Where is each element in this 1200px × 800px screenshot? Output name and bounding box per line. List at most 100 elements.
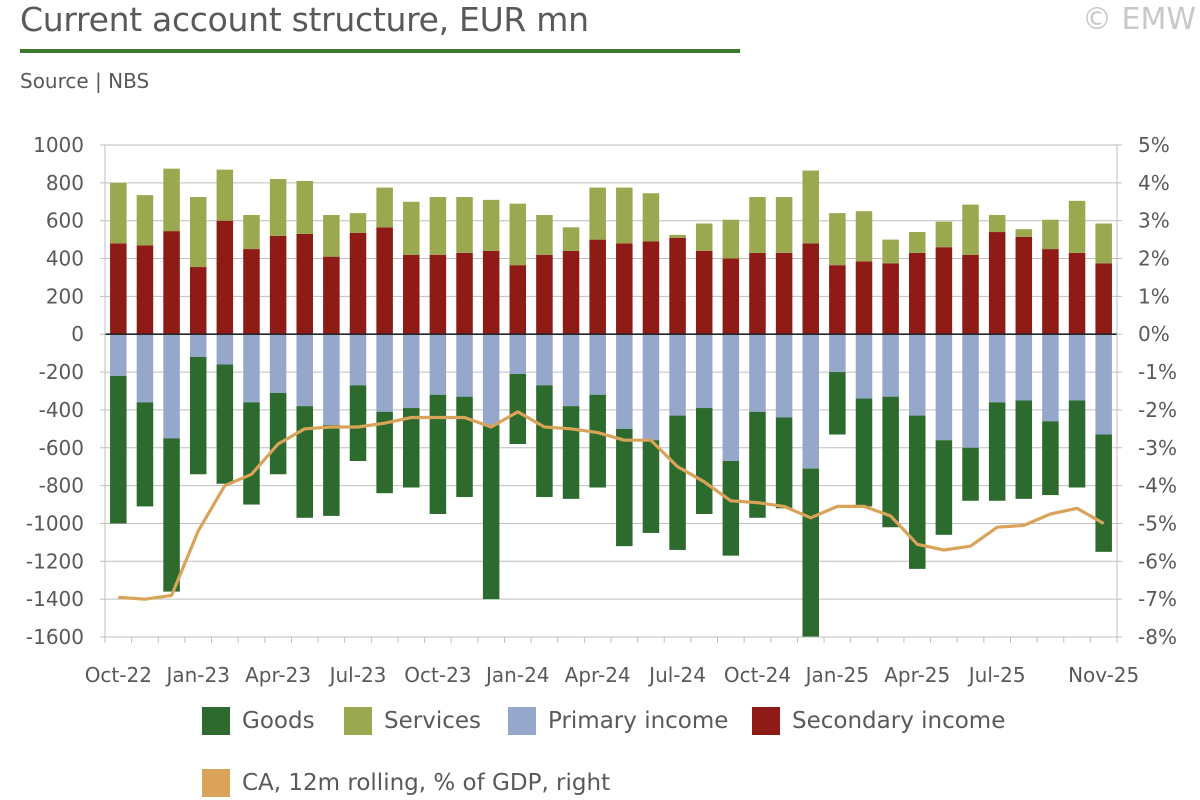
bar-primary-income [802, 334, 819, 469]
y2-tick-label: -4% [1138, 474, 1177, 498]
bar-primary-income [216, 334, 234, 365]
bar-services [163, 168, 180, 232]
bar-services [323, 215, 340, 257]
bar-primary-income [243, 334, 260, 403]
bar-services [376, 187, 393, 228]
axes [100, 144, 1122, 643]
bar-primary-income [616, 334, 633, 429]
x-tick-label: Nov-25 [1068, 663, 1139, 687]
bar-secondary-income [509, 265, 527, 335]
bar-services [1015, 229, 1033, 237]
x-tick-label: Jan-23 [164, 663, 230, 687]
bar-primary-income [962, 334, 979, 448]
bar-secondary-income [296, 233, 313, 335]
bar-primary-income [695, 334, 713, 409]
bar-secondary-income [695, 250, 713, 335]
bar-goods [349, 385, 367, 462]
bar-services [110, 182, 127, 244]
bar-services [456, 197, 473, 253]
y2-tick-label: -5% [1138, 511, 1177, 535]
y-tick-label: 400 [46, 247, 84, 271]
bar-services [536, 215, 553, 255]
bar-goods [189, 356, 207, 475]
y2-tick-label: 1% [1138, 284, 1170, 308]
y2-tick-label: 4% [1138, 171, 1170, 195]
bar-secondary-income [456, 252, 473, 335]
bar-services [216, 169, 234, 221]
y2-tick-label: 5% [1138, 133, 1170, 157]
bar-secondary-income [1042, 249, 1059, 335]
bar-goods [323, 425, 340, 516]
bar-primary-income [349, 334, 367, 386]
bar-services [269, 179, 287, 236]
y2-tick-label: -8% [1138, 625, 1177, 649]
bar-secondary-income [909, 252, 926, 335]
bar-goods [909, 415, 926, 569]
bar-primary-income [909, 334, 926, 416]
bar-series [110, 168, 1112, 637]
ca-line [118, 410, 1105, 601]
bar-goods [616, 428, 633, 547]
ca-line-series [118, 410, 1105, 601]
bar-primary-income [1042, 334, 1059, 422]
x-tick-label: Jan-25 [804, 663, 870, 687]
bar-goods [802, 468, 819, 637]
bar-secondary-income [855, 261, 873, 335]
bar-primary-income [403, 334, 420, 409]
bar-primary-income [1015, 334, 1033, 401]
bar-services [695, 223, 713, 251]
bar-secondary-income [482, 250, 500, 335]
bar-primary-income [1068, 334, 1086, 401]
bar-primary-income [1095, 334, 1112, 435]
bar-goods [855, 398, 873, 507]
bar-goods [882, 396, 899, 528]
bar-goods [935, 440, 953, 535]
bar-goods [988, 402, 1006, 501]
bar-services [962, 204, 979, 255]
bar-secondary-income [269, 235, 287, 335]
bar-goods [642, 440, 660, 533]
bar-secondary-income [642, 241, 660, 335]
bar-secondary-income [1068, 252, 1086, 335]
bar-services [429, 197, 447, 255]
y-tick-label: -800 [39, 474, 84, 498]
bar-secondary-income [536, 254, 553, 335]
y-tick-label: 0 [71, 322, 84, 346]
bar-primary-income [935, 334, 953, 441]
bar-primary-income [829, 334, 846, 373]
bar-goods [829, 372, 846, 435]
bar-goods [589, 394, 606, 488]
y2-tick-label: -1% [1138, 360, 1177, 384]
bar-services [482, 199, 500, 251]
bar-secondary-income [562, 250, 580, 335]
bar-services [243, 215, 260, 250]
bar-primary-income [509, 334, 527, 374]
y2-tick-label: 2% [1138, 247, 1170, 271]
y-tick-label: -1400 [26, 587, 84, 611]
bar-goods [429, 394, 447, 514]
bar-services [855, 211, 873, 262]
bar-services [642, 193, 660, 242]
bar-services [589, 187, 606, 240]
bar-goods [163, 438, 180, 592]
bar-primary-income [296, 334, 313, 407]
y2-tick-label: -6% [1138, 549, 1177, 573]
bar-secondary-income [616, 243, 633, 335]
bar-primary-income [749, 334, 766, 412]
bar-services [1095, 223, 1112, 264]
bar-secondary-income [403, 254, 420, 335]
bar-primary-income [163, 334, 180, 439]
x-tick-label: Apr-23 [245, 663, 311, 687]
bar-primary-income [562, 334, 580, 407]
y-tick-label: -200 [39, 360, 84, 384]
bar-goods [243, 402, 260, 505]
bar-goods [1015, 400, 1033, 499]
y-tick-label: 1000 [33, 133, 84, 157]
bar-secondary-income [589, 239, 606, 335]
bar-services [403, 201, 420, 255]
tick-labels: 1000 800 600 400 200 0 -200 -400 -600 -800 -1000 -1… [26, 133, 1177, 687]
bar-goods [536, 385, 553, 497]
source-note: Source | NBS [20, 69, 150, 93]
bar-services [669, 234, 686, 238]
y-tick-label: -400 [39, 398, 84, 422]
